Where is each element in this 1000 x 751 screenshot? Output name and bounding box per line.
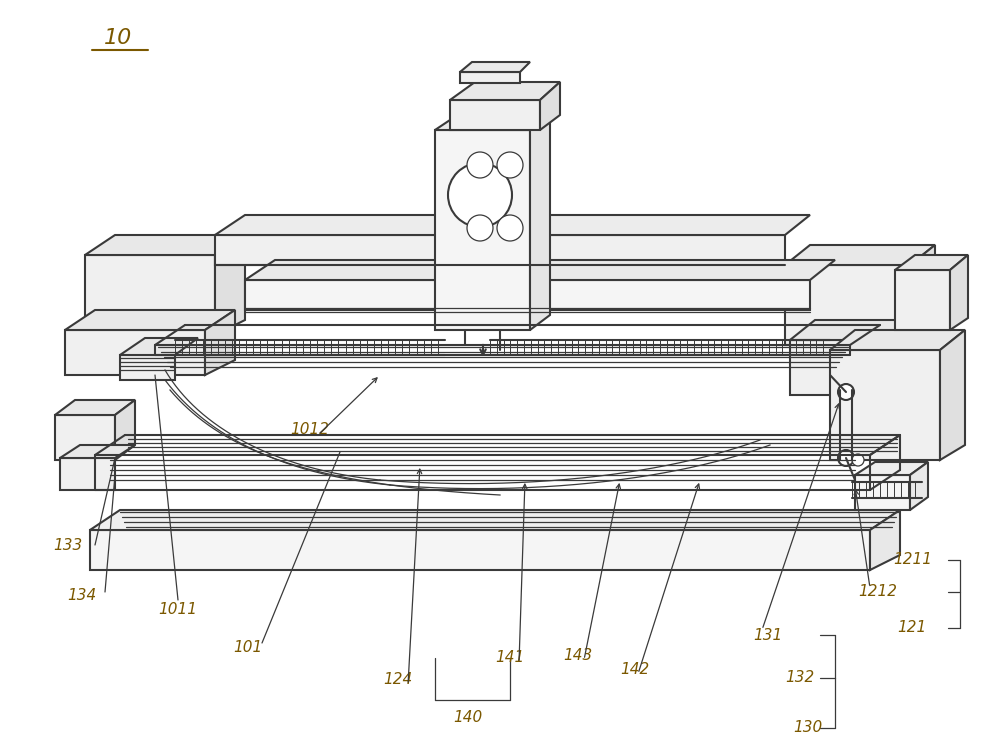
Circle shape	[467, 215, 493, 241]
Polygon shape	[790, 340, 910, 395]
Polygon shape	[855, 475, 910, 510]
Text: 1012: 1012	[290, 423, 330, 438]
Polygon shape	[55, 400, 135, 415]
Text: 124: 124	[383, 672, 413, 687]
Polygon shape	[830, 330, 965, 350]
Circle shape	[448, 163, 512, 227]
Text: 121: 121	[897, 620, 927, 635]
Text: 1011: 1011	[158, 602, 198, 617]
Polygon shape	[65, 310, 235, 330]
Text: 143: 143	[563, 647, 593, 662]
Circle shape	[497, 152, 523, 178]
Polygon shape	[950, 255, 968, 330]
Polygon shape	[940, 330, 965, 460]
Text: 142: 142	[620, 662, 650, 677]
Circle shape	[497, 215, 523, 241]
Circle shape	[467, 152, 493, 178]
Polygon shape	[785, 245, 935, 265]
Polygon shape	[910, 320, 935, 395]
Circle shape	[852, 454, 864, 466]
Polygon shape	[215, 235, 245, 335]
Polygon shape	[85, 255, 215, 335]
Polygon shape	[530, 115, 550, 330]
Polygon shape	[55, 415, 115, 460]
Text: 141: 141	[495, 650, 525, 665]
Polygon shape	[910, 245, 935, 345]
Polygon shape	[450, 100, 540, 130]
Polygon shape	[870, 510, 900, 570]
Polygon shape	[90, 530, 870, 570]
Polygon shape	[895, 270, 950, 330]
Text: 10: 10	[104, 28, 132, 48]
Polygon shape	[450, 82, 560, 100]
Polygon shape	[65, 330, 205, 375]
Circle shape	[838, 450, 854, 466]
Polygon shape	[435, 130, 530, 330]
Polygon shape	[790, 320, 935, 340]
Polygon shape	[540, 82, 560, 130]
Text: 133: 133	[53, 538, 83, 553]
Polygon shape	[205, 310, 235, 375]
Polygon shape	[785, 265, 910, 345]
Text: 131: 131	[753, 628, 783, 643]
Polygon shape	[245, 260, 835, 280]
Text: 1211: 1211	[894, 553, 932, 568]
Polygon shape	[115, 400, 135, 460]
Polygon shape	[830, 350, 940, 460]
Text: 101: 101	[233, 641, 263, 656]
Text: 134: 134	[67, 587, 97, 602]
Polygon shape	[215, 235, 785, 265]
Circle shape	[838, 384, 854, 400]
Polygon shape	[460, 72, 520, 83]
Text: 130: 130	[793, 720, 823, 735]
Polygon shape	[435, 110, 550, 130]
Polygon shape	[910, 462, 928, 510]
Polygon shape	[895, 255, 968, 270]
Polygon shape	[245, 280, 810, 310]
Polygon shape	[460, 62, 530, 72]
Polygon shape	[215, 215, 810, 235]
Polygon shape	[90, 510, 900, 530]
Polygon shape	[855, 462, 928, 475]
Text: 1212: 1212	[858, 584, 898, 599]
Polygon shape	[120, 338, 198, 355]
Text: 132: 132	[785, 671, 815, 686]
Polygon shape	[120, 355, 175, 380]
Polygon shape	[60, 445, 135, 458]
Polygon shape	[85, 235, 245, 255]
Polygon shape	[60, 458, 115, 490]
Text: 140: 140	[453, 710, 483, 725]
